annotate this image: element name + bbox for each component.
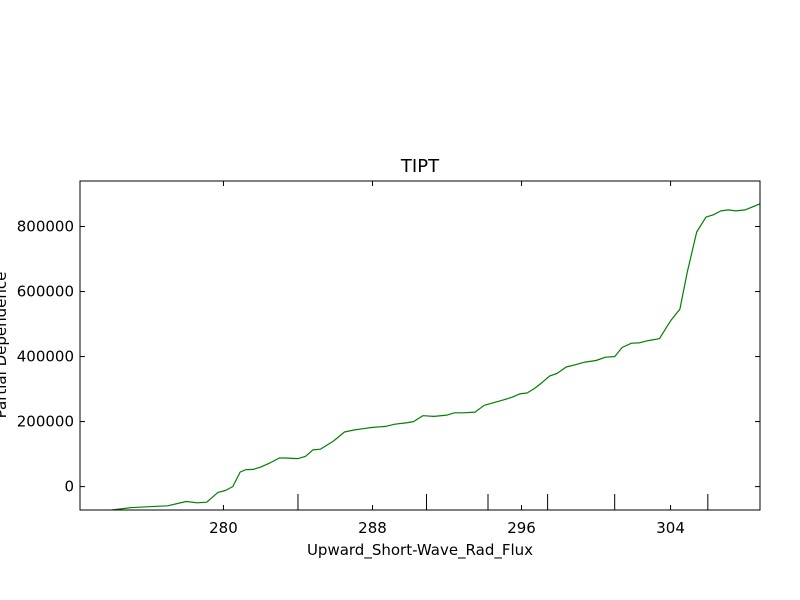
y-tick-label: 0 bbox=[64, 478, 74, 496]
series-line-0 bbox=[111, 203, 760, 510]
x-tick-label: 304 bbox=[656, 519, 685, 537]
y-tick-label: 200000 bbox=[17, 413, 74, 431]
x-tick-label: 288 bbox=[358, 519, 387, 537]
chart-title: TIPT bbox=[400, 156, 440, 177]
x-tick-label: 280 bbox=[209, 519, 238, 537]
x-tick-label: 296 bbox=[507, 519, 536, 537]
y-axis-label: Partial Dependence bbox=[0, 272, 10, 419]
y-tick-label: 400000 bbox=[17, 348, 74, 366]
y-tick-label: 600000 bbox=[17, 283, 74, 301]
y-tick-label: 800000 bbox=[17, 218, 74, 236]
x-axis-label: Upward_Short-Wave_Rad_Flux bbox=[307, 541, 533, 560]
plot-frame bbox=[79, 180, 761, 511]
